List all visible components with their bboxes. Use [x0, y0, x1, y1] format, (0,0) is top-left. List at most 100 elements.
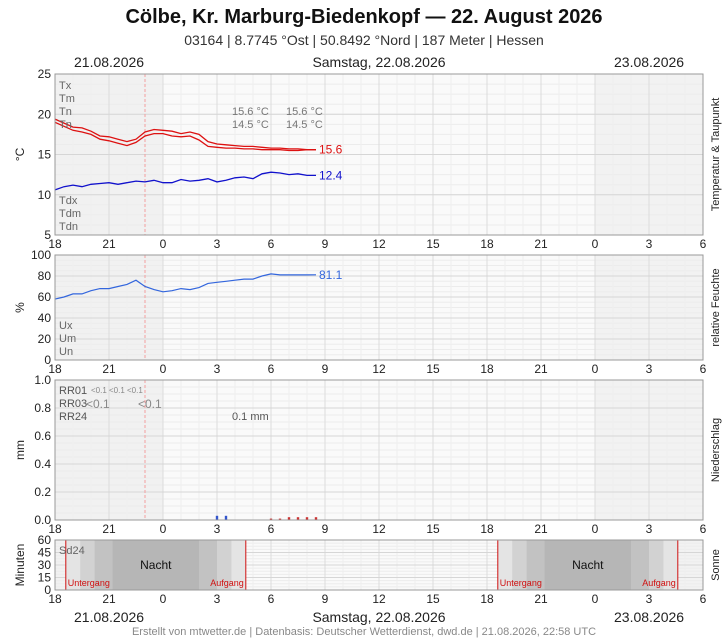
xtick-label: 18 — [48, 362, 62, 376]
xtick-label: 0 — [592, 592, 599, 606]
legend-item: Un — [59, 346, 73, 358]
precip-bar — [215, 515, 219, 520]
ylabel-precip: mm — [13, 440, 27, 460]
page-title: Cölbe, Kr. Marburg-Biedenkopf — 22. Augu… — [125, 6, 603, 28]
xtick-label: 0 — [592, 237, 599, 251]
sunrise-label: Aufgang — [210, 578, 244, 588]
night-label: Nacht — [572, 558, 604, 572]
side-label-humidity: relative Feuchte — [710, 268, 722, 346]
legend-item: Sd24 — [59, 545, 85, 557]
xtick-label: 0 — [592, 522, 599, 536]
ytick-label: 0 — [44, 353, 51, 367]
xtick-label: 9 — [322, 237, 329, 251]
xtick-label: 21 — [102, 592, 116, 606]
xtick-label: 6 — [268, 522, 275, 536]
rr01-value: <0.1 — [109, 386, 125, 395]
legend-item: Tdx — [59, 195, 78, 207]
ytick-label: 60 — [38, 533, 52, 547]
xtick-label: 3 — [214, 592, 221, 606]
date-right-bottom: 23.08.2026 — [614, 609, 685, 625]
precip-bar — [287, 517, 291, 520]
legend-item: Tdm — [59, 208, 81, 220]
sunrise-label: Aufgang — [642, 578, 676, 588]
ytick-label: 30 — [38, 558, 52, 572]
precip-bar — [314, 517, 318, 520]
side-label-sun: Sonne — [710, 549, 722, 581]
xtick-label: 12 — [372, 592, 386, 606]
xtick-label: 12 — [372, 522, 386, 536]
side-label-precip: Niederschlag — [710, 418, 722, 482]
xtick-label: 15 — [426, 362, 440, 376]
xtick-label: 15 — [426, 522, 440, 536]
date-right-top: 23.08.2026 — [614, 54, 685, 70]
xtick-label: 21 — [534, 592, 548, 606]
xtick-label: 21 — [534, 522, 548, 536]
night-label: Nacht — [140, 558, 172, 572]
side-label-temperature: Temperatur & Taupunkt — [710, 98, 722, 212]
ytick-label: 10 — [38, 188, 52, 202]
xtick-label: 6 — [700, 522, 707, 536]
ytick-label: 0 — [44, 583, 51, 597]
precip-bar — [269, 518, 273, 520]
footer-credit: Erstellt von mtwetter.de | Datenbasis: D… — [131, 626, 597, 638]
rr03-value: <0.1 — [138, 397, 162, 411]
xtick-label: 21 — [534, 237, 548, 251]
summary-value: 15.6 °C — [232, 106, 269, 118]
xtick-label: 9 — [322, 592, 329, 606]
xtick-label: 3 — [646, 522, 653, 536]
xtick-label: 3 — [214, 522, 221, 536]
summary-value: 14.5 °C — [232, 119, 269, 131]
summary-value: 15.6 °C — [286, 106, 323, 118]
xtick-label: 21 — [102, 522, 116, 536]
ytick-label: 0.2 — [34, 485, 51, 499]
ytick-label: 5 — [44, 228, 51, 242]
date-left-top: 21.08.2026 — [74, 54, 145, 70]
xtick-label: 9 — [322, 522, 329, 536]
xtick-label: 3 — [214, 362, 221, 376]
legend-item: RR24 — [59, 411, 87, 423]
panel-frame-humidity — [54, 254, 704, 361]
legend-item: Tm — [59, 93, 75, 105]
xtick-label: 6 — [700, 592, 707, 606]
xtick-label: 18 — [48, 237, 62, 251]
xtick-label: 12 — [372, 362, 386, 376]
xtick-label: 18 — [480, 237, 494, 251]
precip-bar — [305, 517, 309, 520]
ytick-label: 0.4 — [34, 457, 51, 471]
legend-item: Tn — [59, 106, 72, 118]
ytick-label: 0.0 — [34, 513, 51, 527]
xtick-label: 0 — [160, 237, 167, 251]
ytick-label: 25 — [38, 67, 52, 81]
ytick-label: 45 — [38, 546, 52, 560]
xtick-label: 0 — [160, 592, 167, 606]
precip-bar — [296, 517, 300, 520]
legend-item: Ux — [59, 320, 73, 332]
ytick-label: 0.8 — [34, 401, 51, 415]
xtick-label: 21 — [102, 237, 116, 251]
xtick-label: 18 — [480, 592, 494, 606]
xtick-label: 6 — [268, 362, 275, 376]
xtick-label: 0 — [160, 522, 167, 536]
station-info: 03164 | 8.7745 °Ost | 50.8492 °Nord | 18… — [184, 32, 544, 48]
series-line-U — [54, 273, 317, 300]
ylabel-sun: Minuten — [13, 544, 27, 587]
xtick-label: 6 — [700, 362, 707, 376]
xtick-label: 18 — [480, 362, 494, 376]
xtick-label: 0 — [592, 362, 599, 376]
sunset-label: Untergang — [500, 578, 542, 588]
xtick-label: 15 — [426, 592, 440, 606]
current-humidity-label: 81.1 — [319, 268, 343, 282]
legend-item: RR01 — [59, 385, 87, 397]
xtick-label: 21 — [102, 362, 116, 376]
xtick-label: 3 — [646, 592, 653, 606]
ytick-label: 15 — [38, 148, 52, 162]
ytick-label: 0.6 — [34, 429, 51, 443]
legend-item: Tdn — [59, 221, 78, 233]
rr01-value: <0.1 — [91, 386, 107, 395]
ytick-label: 20 — [38, 332, 52, 346]
panel-frame-sun — [54, 539, 704, 591]
legend-item: RR03 — [59, 398, 87, 410]
date-center-top: Samstag, 22.08.2026 — [312, 54, 446, 70]
xtick-label: 18 — [48, 522, 62, 536]
